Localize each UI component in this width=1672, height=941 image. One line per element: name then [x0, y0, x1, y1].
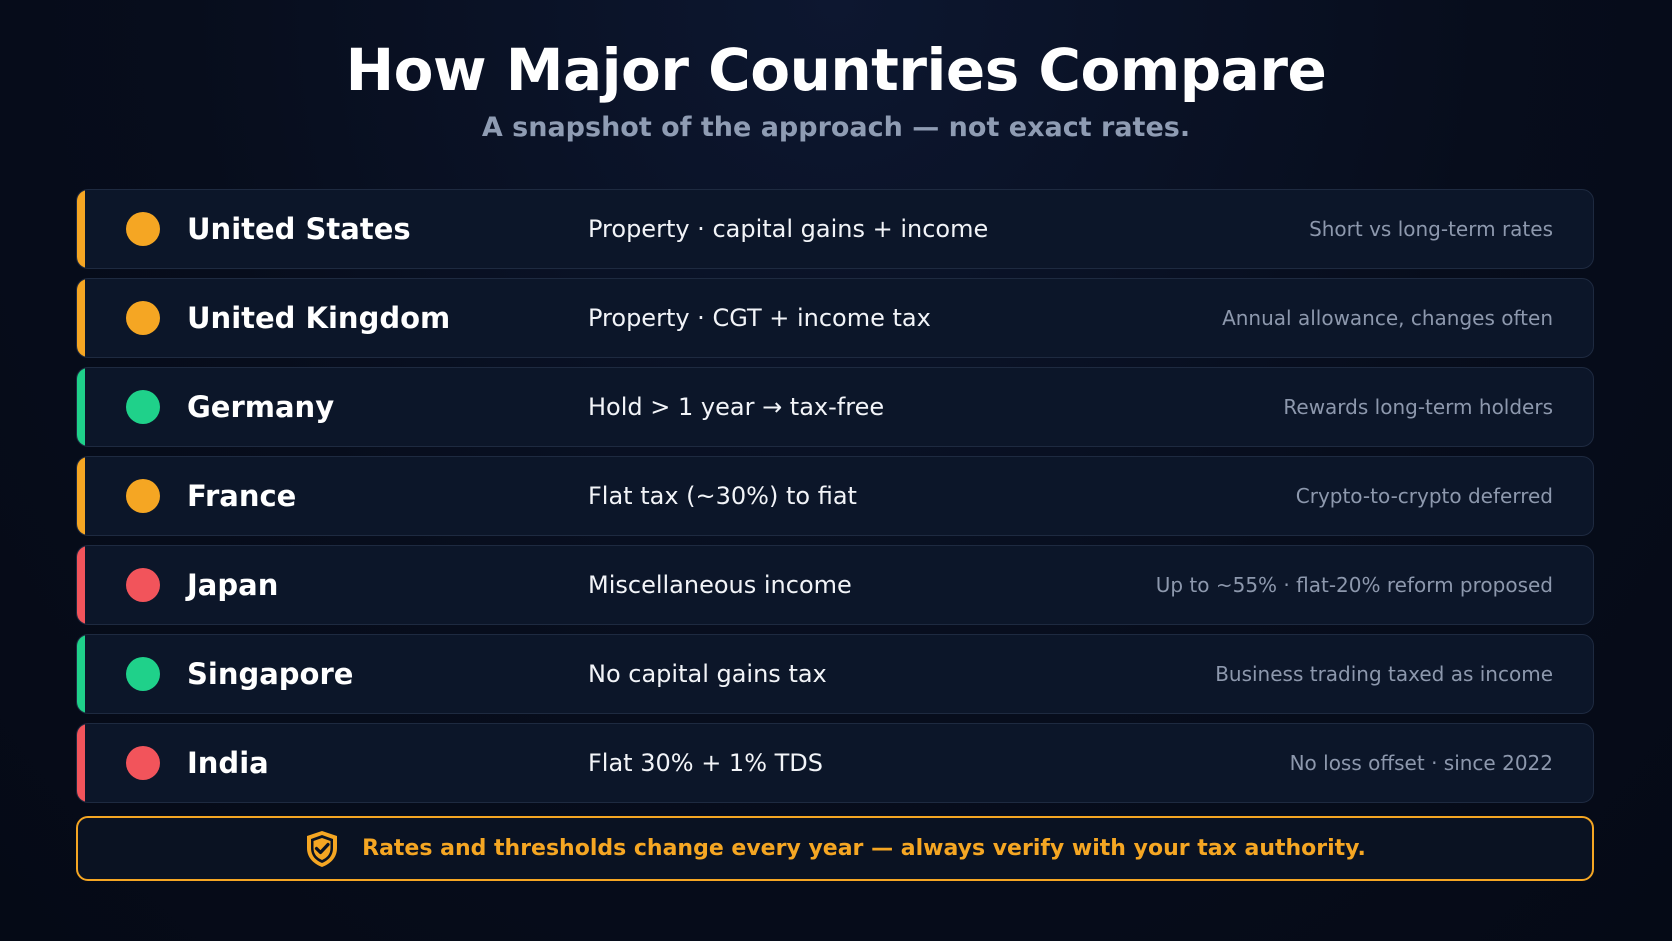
tax-approach: Flat tax (~30%) to fiat — [588, 482, 857, 510]
country-row-united-kingdom: United Kingdom Property · CGT + income t… — [76, 278, 1594, 358]
tax-note: Up to ~55% · flat-20% reform proposed — [1155, 573, 1553, 597]
tax-note: Rewards long-term holders — [1283, 395, 1553, 419]
tax-approach: Hold > 1 year → tax-free — [588, 393, 885, 421]
tax-note: Crypto-to-crypto deferred — [1295, 484, 1553, 508]
row-accent-bar — [77, 368, 85, 446]
country-name: India — [187, 746, 269, 780]
country-row-singapore: Singapore No capital gains tax Business … — [76, 634, 1594, 714]
status-dot-icon — [126, 657, 160, 691]
country-name: United States — [187, 212, 411, 246]
tax-approach: Property · capital gains + income — [588, 215, 989, 243]
country-row-japan: Japan Miscellaneous income Up to ~55% · … — [76, 545, 1594, 625]
tax-note: Annual allowance, changes often — [1222, 306, 1553, 330]
status-dot-icon — [126, 212, 160, 246]
row-accent-bar — [77, 457, 85, 535]
country-name: United Kingdom — [187, 301, 451, 335]
row-accent-bar — [77, 635, 85, 713]
status-dot-icon — [126, 479, 160, 513]
page-subtitle: A snapshot of the approach — not exact r… — [481, 112, 1191, 143]
row-accent-bar — [77, 190, 85, 268]
row-accent-bar — [77, 724, 85, 802]
row-accent-bar — [77, 546, 85, 624]
country-row-germany: Germany Hold > 1 year → tax-free Rewards… — [76, 367, 1594, 447]
tax-note: Short vs long-term rates — [1309, 217, 1553, 241]
country-name: France — [187, 479, 297, 513]
disclaimer-banner: Rates and thresholds change every year —… — [76, 816, 1594, 881]
status-dot-icon — [126, 746, 160, 780]
country-row-france: France Flat tax (~30%) to fiat Crypto-to… — [76, 456, 1594, 536]
tax-note: No loss offset · since 2022 — [1289, 751, 1553, 775]
page-title: How Major Countries Compare — [345, 36, 1327, 104]
header: How Major Countries Compare A snapshot o… — [0, 30, 1672, 146]
country-name: Japan — [187, 568, 279, 602]
tax-approach: Property · CGT + income tax — [588, 304, 931, 332]
status-dot-icon — [126, 390, 160, 424]
country-list: United States Property · capital gains +… — [76, 189, 1594, 812]
status-dot-icon — [126, 568, 160, 602]
country-name: Germany — [187, 390, 335, 424]
row-accent-bar — [77, 279, 85, 357]
country-row-india: India Flat 30% + 1% TDS No loss offset ·… — [76, 723, 1594, 803]
disclaimer-text: Rates and thresholds change every year —… — [362, 836, 1366, 861]
tax-approach: Miscellaneous income — [588, 571, 852, 599]
country-row-united-states: United States Property · capital gains +… — [76, 189, 1594, 269]
country-name: Singapore — [187, 657, 354, 691]
tax-approach: No capital gains tax — [588, 660, 827, 688]
status-dot-icon — [126, 301, 160, 335]
tax-note: Business trading taxed as income — [1215, 662, 1553, 686]
tax-approach: Flat 30% + 1% TDS — [588, 749, 824, 777]
shield-check-icon — [304, 829, 340, 869]
